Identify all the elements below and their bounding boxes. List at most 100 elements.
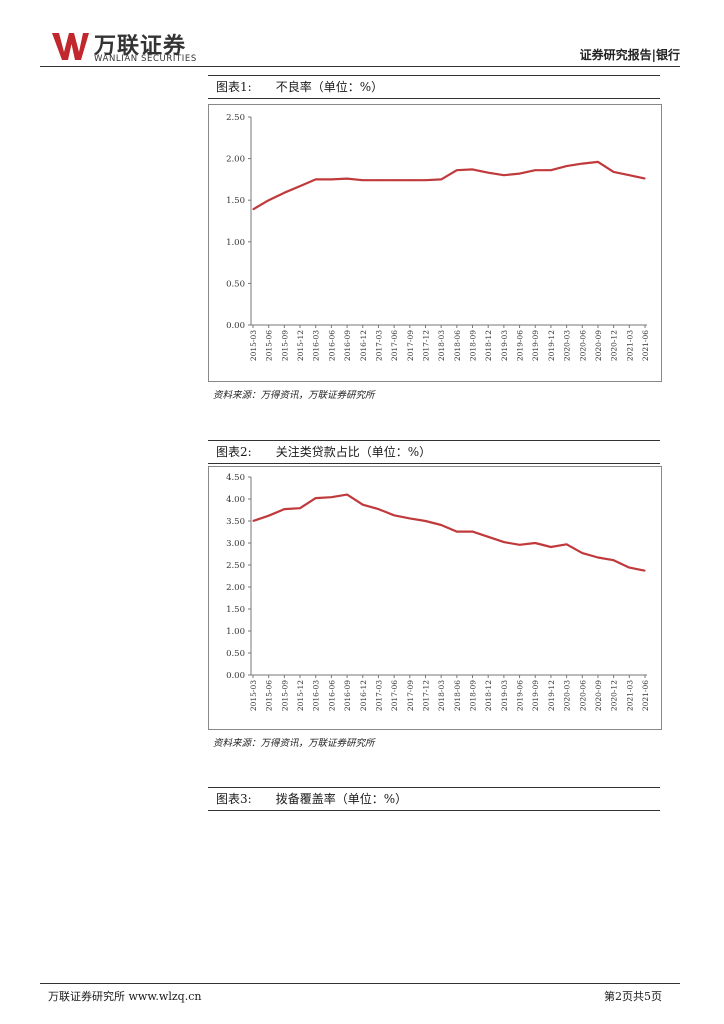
footer-divider <box>40 983 680 984</box>
chart-2-x-tick-label: 2018-12 <box>484 680 493 711</box>
chart-1-x-tick-label: 2016-12 <box>359 330 368 361</box>
chart-2-data-point <box>409 517 411 519</box>
chart-2-x-tick-label: 2018-09 <box>469 680 478 711</box>
chart-1-data-point <box>346 177 348 180</box>
chart-2-data-point <box>440 524 442 526</box>
special-mention-loan-chart: 0.00 0.50 1.00 1.50 2.00 2.50 3.00 3.50 4.00 4.50… <box>208 466 662 730</box>
chart-2-y-tick-label: 3.00 <box>226 539 245 549</box>
chart-2-x-tick-label: 2015-12 <box>296 680 305 711</box>
chart-2-x-tick-label: 2019-12 <box>547 680 556 711</box>
chart-1-x-tick-label: 2016-06 <box>327 330 336 361</box>
chart-2-x-tick-label: 2020-12 <box>610 680 619 711</box>
chart-2-series-line <box>252 493 646 572</box>
chart-1-y-tick-label: 2.50 <box>226 113 245 123</box>
chart-2-x-tick-label: 2016-03 <box>312 680 321 711</box>
chart-2-y-tick-label: 0.50 <box>226 649 245 659</box>
chart-2-x-tick-label: 2017-09 <box>406 680 415 711</box>
chart-2-x-tick-label: 2016-06 <box>327 680 336 711</box>
chart-2-data-point <box>299 507 301 509</box>
chart-1-series-line <box>252 160 646 211</box>
chart-1-x-tick-label: 2020-12 <box>610 330 619 361</box>
chart-1-data-point <box>581 162 583 165</box>
chart-1-data-point <box>377 179 380 181</box>
chart-2-y-tick-label: 4.00 <box>226 495 245 505</box>
chart-1-x-tick-label: 2017-12 <box>421 330 430 361</box>
page-header: 万联证券 WANLIAN SECURITIES 证券研究报告|银行 <box>40 30 680 66</box>
chart-1-x-tick-label: 2015-06 <box>265 330 274 361</box>
chart-2-data-point <box>518 544 521 546</box>
chart-2-data-point <box>456 530 458 533</box>
chart-1-x-tick-label: 2018-06 <box>453 330 462 361</box>
chart-2-x-tick-label: 2021-06 <box>641 680 650 711</box>
figure-1-title: 图表1: 不良率（单位：%） <box>208 75 660 99</box>
chart-1-svg: 0.00 0.50 1.00 1.50 2.00 2.50 2015-03 2015-06 20… <box>226 113 650 361</box>
chart-2-x-tick-label: 2019-09 <box>531 680 540 711</box>
chart-2-data-point <box>424 520 427 522</box>
chart-2-data-point <box>362 504 364 506</box>
chart-2-x-tick-label: 2015-03 <box>249 680 258 711</box>
chart-1-x-tick-label: 2020-09 <box>594 330 603 361</box>
figure-1-caption: 不良率（单位：%） <box>275 80 384 94</box>
chart-2-y-tick-label: 3.50 <box>226 517 245 527</box>
chart-2-data-point <box>487 536 489 538</box>
chart-1-x-tick-label: 2019-03 <box>500 330 509 361</box>
chart-1-x-tick-label: 2016-09 <box>343 330 352 361</box>
figure-1-label: 图表1: <box>216 80 252 94</box>
figure-2-source: 资料来源：万得资讯，万联证券研究所 <box>213 738 375 749</box>
chart-2-x-tick-label: 2017-06 <box>390 680 399 711</box>
chart-1-x-tick-label: 2020-06 <box>578 330 587 361</box>
chart-2-y-tick-label: 2.50 <box>226 561 245 571</box>
figure-2-label: 图表2: <box>216 445 252 459</box>
chart-2-data-point <box>268 515 270 517</box>
chart-2-y-tick-label: 4.50 <box>226 473 245 483</box>
wanlian-logo-icon <box>52 33 89 60</box>
chart-2-data-point <box>252 520 254 522</box>
chart-1-y-tick-label: 2.00 <box>226 155 245 165</box>
chart-1-y-tick-label: 1.50 <box>226 196 245 206</box>
chart-2-data-point <box>597 556 599 559</box>
chart-1-x-tick-label: 2017-06 <box>390 330 399 361</box>
chart-2-x-tick-label: 2020-06 <box>578 680 587 711</box>
chart-1-data-point <box>644 177 646 180</box>
chart-2-x-tick-label: 2017-03 <box>374 680 383 711</box>
chart-2-data-point <box>628 567 630 569</box>
report-type: 证券研究报告|银行 <box>579 48 680 62</box>
chart-2-x-tick-label: 2019-06 <box>516 680 525 711</box>
chart-1-data-point <box>440 178 442 180</box>
chart-2-data-point <box>393 514 395 516</box>
chart-1-x-tick-label: 2016-03 <box>312 330 321 361</box>
chart-1-x-tick-label: 2021-06 <box>641 330 650 361</box>
chart-2-data-point <box>283 508 285 510</box>
chart-1-x-tick-label: 2017-09 <box>406 330 415 361</box>
chart-1-x-tick-label: 2021-03 <box>625 330 634 361</box>
chart-2-x-tick-label: 2015-06 <box>265 680 274 711</box>
chart-1-data-point <box>393 179 395 181</box>
chart-2-y-tick-label: 2.00 <box>226 583 245 593</box>
chart-1-y-tick-label: 0.00 <box>226 321 245 331</box>
chart-2-x-tick-label: 2018-06 <box>453 680 462 711</box>
chart-1-data-point <box>566 165 568 167</box>
chart-2-svg: 0.00 0.50 1.00 1.50 2.00 2.50 3.00 3.50 4.00 4.50… <box>226 473 650 711</box>
figure-1-source: 资料来源：万得资讯，万联证券研究所 <box>213 390 375 401</box>
chart-1-x-tick-label: 2017-03 <box>374 330 383 361</box>
chart-1-x-tick-label: 2015-03 <box>249 330 258 361</box>
chart-2-x-tick-label: 2019-03 <box>500 680 509 711</box>
chart-2-data-point <box>377 508 380 510</box>
chart-2-x-tick-label: 2015-09 <box>280 680 289 711</box>
figure-2-caption: 关注类贷款占比（单位：%） <box>275 445 432 459</box>
chart-1-data-point <box>330 178 332 180</box>
chart-2-data-point <box>315 497 317 499</box>
chart-2-data-point <box>613 559 615 561</box>
chart-2-y-tick-label: 1.50 <box>226 605 245 615</box>
chart-1-x-tick-label: 2019-06 <box>516 330 525 361</box>
chart-1-y-tick-label: 1.00 <box>226 238 245 248</box>
chart-2-data-point <box>566 543 568 545</box>
chart-2-x-tick-label: 2016-09 <box>343 680 352 711</box>
chart-1-x-tick-label: 2020-03 <box>563 330 572 361</box>
chart-1-data-point <box>268 199 270 201</box>
chart-2-x-tick-label: 2016-12 <box>359 680 368 711</box>
chart-1-data-point <box>424 179 427 181</box>
logo-chinese-name: 万联证券 <box>94 34 187 59</box>
chart-2-data-point <box>346 494 348 496</box>
npl-ratio-chart: 0.00 0.50 1.00 1.50 2.00 2.50 2015-03 2015-06 20… <box>208 104 662 382</box>
